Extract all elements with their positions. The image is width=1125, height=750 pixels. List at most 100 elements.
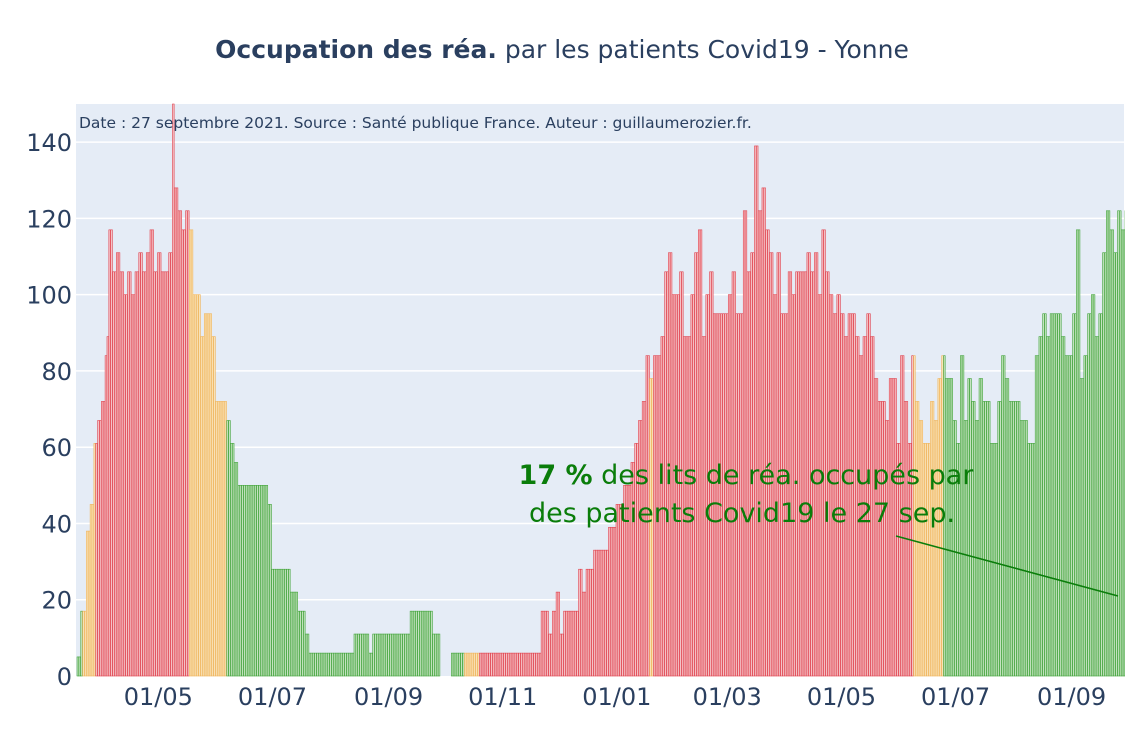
bar bbox=[323, 652, 327, 677]
bar bbox=[885, 420, 888, 677]
bar bbox=[868, 313, 871, 677]
bar bbox=[568, 610, 572, 677]
bar bbox=[1087, 313, 1090, 677]
bar bbox=[159, 252, 162, 677]
bar bbox=[465, 652, 469, 677]
bar bbox=[187, 210, 190, 677]
x-tick-label: 01/11 bbox=[468, 683, 537, 711]
bar bbox=[76, 656, 80, 677]
bar bbox=[587, 568, 590, 677]
bar bbox=[437, 633, 441, 677]
bar bbox=[999, 401, 1002, 677]
bar bbox=[615, 504, 618, 677]
bar bbox=[260, 485, 263, 677]
bar bbox=[1027, 443, 1030, 677]
bar bbox=[1033, 443, 1036, 677]
bar bbox=[78, 656, 81, 677]
bar bbox=[379, 633, 383, 677]
bar bbox=[87, 530, 91, 677]
bar bbox=[619, 504, 622, 677]
bar bbox=[340, 652, 343, 677]
bar bbox=[1018, 401, 1021, 677]
bar bbox=[202, 336, 205, 677]
bar bbox=[1023, 420, 1026, 677]
bar bbox=[699, 229, 703, 677]
bar bbox=[698, 229, 701, 677]
bar bbox=[529, 652, 532, 677]
y-tick-label: 140 bbox=[26, 129, 72, 157]
bar bbox=[364, 633, 368, 677]
bar bbox=[112, 271, 115, 677]
bar bbox=[456, 652, 459, 677]
bar bbox=[1062, 336, 1066, 677]
bar bbox=[580, 568, 583, 677]
bar bbox=[404, 633, 407, 677]
bar bbox=[570, 610, 574, 677]
bar bbox=[89, 504, 93, 677]
bar bbox=[916, 401, 920, 677]
bar bbox=[209, 313, 212, 677]
bar bbox=[995, 443, 998, 677]
bar bbox=[512, 652, 516, 677]
bar bbox=[978, 378, 982, 677]
bar bbox=[482, 652, 486, 677]
bar bbox=[151, 229, 154, 677]
bar bbox=[993, 443, 997, 677]
bars bbox=[76, 103, 1125, 677]
bar bbox=[157, 252, 160, 677]
bar bbox=[1055, 313, 1058, 677]
bar bbox=[522, 652, 525, 677]
bar bbox=[101, 401, 104, 677]
bar bbox=[436, 633, 439, 677]
bar bbox=[140, 252, 143, 677]
bar bbox=[91, 504, 94, 677]
bar bbox=[211, 336, 214, 677]
bar bbox=[278, 568, 282, 677]
bar bbox=[248, 485, 252, 677]
bar bbox=[233, 462, 237, 677]
bar bbox=[613, 526, 617, 677]
bar bbox=[325, 652, 328, 677]
bar bbox=[1083, 355, 1086, 677]
bar bbox=[988, 401, 991, 677]
bar bbox=[967, 378, 970, 677]
bar bbox=[469, 652, 473, 677]
bar bbox=[976, 420, 980, 677]
bar bbox=[391, 633, 394, 677]
bar bbox=[722, 313, 725, 677]
bar bbox=[1109, 229, 1113, 677]
bar bbox=[276, 568, 280, 677]
bar bbox=[353, 633, 356, 677]
bar bbox=[80, 610, 83, 677]
bar bbox=[915, 401, 918, 677]
bar bbox=[757, 210, 761, 677]
bar bbox=[971, 401, 974, 677]
bar bbox=[321, 652, 325, 677]
bar bbox=[1085, 355, 1088, 677]
bar bbox=[494, 652, 497, 677]
y-tick-label: 100 bbox=[26, 282, 72, 310]
bar bbox=[714, 313, 718, 677]
bar bbox=[1104, 252, 1107, 677]
bar bbox=[114, 271, 117, 677]
bar bbox=[480, 652, 484, 677]
bar bbox=[99, 420, 102, 677]
bar bbox=[97, 420, 100, 677]
chart-title-bold: Occupation des réa. bbox=[215, 35, 497, 64]
bar bbox=[256, 485, 259, 677]
bar bbox=[784, 313, 787, 677]
bar bbox=[713, 313, 716, 677]
x-tick-label: 01/09 bbox=[1037, 683, 1106, 711]
bar bbox=[104, 355, 108, 677]
bar bbox=[737, 313, 740, 677]
bar bbox=[765, 229, 768, 677]
bar bbox=[136, 271, 139, 677]
bar bbox=[484, 652, 487, 677]
bar bbox=[643, 401, 647, 677]
bar bbox=[989, 443, 993, 677]
bar bbox=[834, 313, 837, 677]
bar bbox=[147, 252, 151, 677]
bar bbox=[744, 210, 748, 677]
bar bbox=[348, 652, 351, 677]
